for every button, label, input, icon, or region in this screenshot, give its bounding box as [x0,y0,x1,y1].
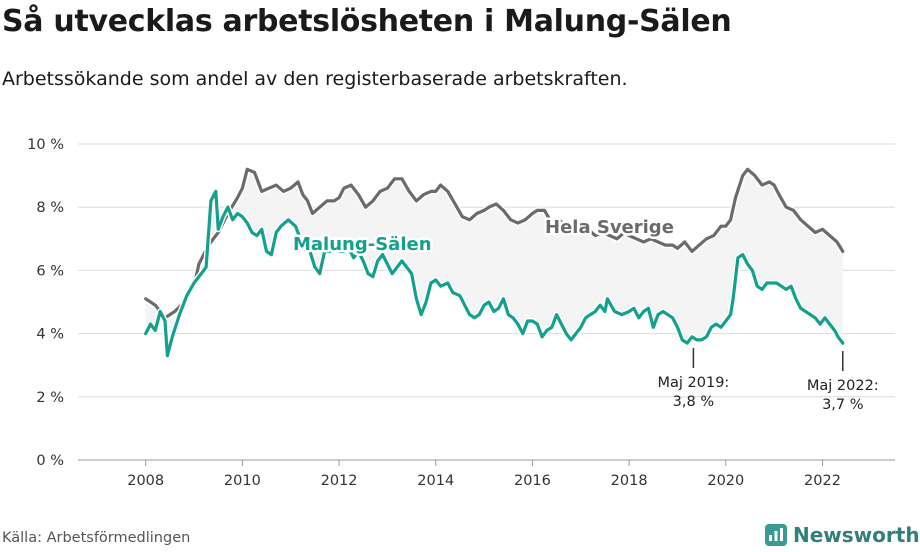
chart-title: Så utvecklas arbetslösheten i Malung-Säl… [2,4,732,39]
newsworthy-logo-icon [765,524,787,546]
brand-logo: Newsworthy [765,520,920,550]
x-tick-label: 2018 [611,473,648,489]
band-area [145,169,843,356]
x-tick-label: 2020 [707,473,744,489]
x-tick-label: 2012 [321,473,358,489]
x-tick-label: 2010 [224,473,261,489]
axes: 0 % 2 % 4 % 6 % 8 % 10 % 2008 2010 2012 2014 2016 2… [27,137,841,489]
series-label: Malung-Sälen [293,234,432,255]
series-label-halo: Hela Sverige [545,217,674,238]
x-tick-label: 2008 [127,473,164,489]
y-tick-label: 0 % [36,453,64,469]
series-line-malung-salen [144,189,845,358]
series-lines [143,166,846,359]
x-tick-label: 2016 [514,473,551,489]
series-label: Hela Sverige [545,217,674,238]
y-tick-label: 8 % [36,200,64,216]
series-line-hela-sverige [144,167,845,320]
chart-subtitle: Arbetssökande som andel av den registerb… [2,68,628,90]
x-tick-label: 2014 [417,473,454,489]
x-tick-label: 2022 [804,473,841,489]
y-tick-label: 2 % [36,390,64,406]
annotation-label: Maj 2022: [807,378,879,394]
difference-band [145,169,843,356]
annotation-value: 3,8 % [673,394,714,410]
y-tick-label: 4 % [36,327,64,343]
brand-name: Newsworthy [793,523,920,547]
annotation-value: 3,7 % [822,397,863,413]
y-tick-label: 6 % [36,263,64,279]
annotation-label: Maj 2019: [657,375,729,391]
y-tick-label: 10 % [27,137,64,153]
series-label-halo: Malung-Sälen [293,234,432,255]
source-note: Källa: Arbetsförmedlingen [2,530,191,546]
